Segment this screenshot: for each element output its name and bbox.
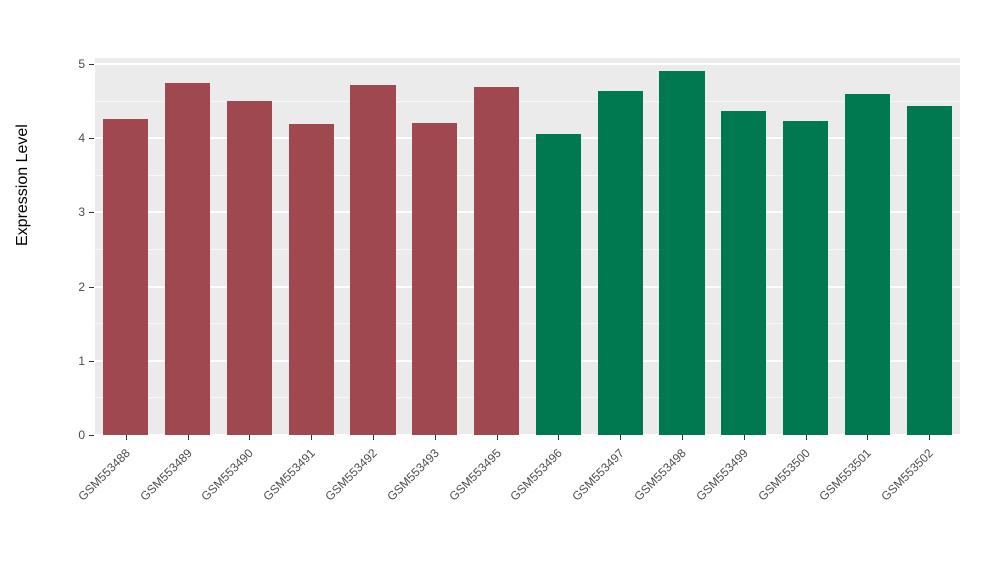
y-tick-label: 0	[78, 428, 85, 442]
x-tick-label: GSM553488	[75, 446, 133, 504]
bar-GSM553502	[906, 105, 952, 435]
bar-GSM553493	[412, 123, 458, 435]
x-tick-mark	[620, 435, 622, 440]
x-tick-mark	[187, 435, 189, 440]
bar-GSM553488	[103, 118, 149, 435]
x-tick-mark	[867, 435, 869, 440]
y-tick-mark	[89, 138, 94, 140]
gridline-major	[95, 359, 960, 362]
bar-GSM553501	[844, 93, 890, 435]
y-tick-mark	[89, 286, 94, 288]
gridline-major	[95, 137, 960, 140]
bar-GSM553490	[226, 101, 272, 435]
bar-GSM553500	[782, 121, 829, 435]
gridline-minor	[95, 323, 960, 325]
x-tick-mark	[373, 435, 375, 440]
gridline-minor	[95, 174, 960, 176]
y-tick-label: 3	[78, 205, 85, 220]
x-tick-mark	[929, 435, 931, 440]
y-tick-mark	[89, 360, 94, 362]
y-axis-title: Expression Level	[14, 124, 31, 246]
x-tick-mark	[434, 435, 436, 440]
x-tick-mark	[805, 435, 807, 440]
x-tick-mark	[681, 435, 683, 440]
bar-GSM553489	[165, 82, 211, 435]
bar-GSM553499	[721, 110, 767, 435]
x-tick-mark	[496, 435, 498, 440]
y-tick-label: 2	[78, 279, 85, 294]
bar-GSM553497	[597, 90, 643, 435]
x-tick-mark	[743, 435, 745, 440]
gridline-minor	[95, 248, 960, 250]
y-tick-label: 1	[78, 353, 85, 368]
y-tick-mark	[89, 212, 94, 214]
bar-GSM553491	[288, 124, 334, 435]
y-tick-mark	[89, 435, 94, 436]
x-tick-mark	[249, 435, 251, 440]
plot-panel	[95, 58, 960, 436]
bar-GSM553498	[659, 71, 705, 435]
x-tick-mark	[311, 435, 313, 440]
bar-GSM553495	[474, 86, 520, 435]
gridline-major	[95, 211, 960, 214]
y-tick-label: 4	[78, 131, 85, 146]
gridline-major	[95, 62, 960, 65]
x-tick-mark	[558, 435, 560, 440]
y-tick-label: 5	[78, 56, 85, 71]
x-tick-mark	[125, 435, 127, 440]
gridline-minor	[95, 397, 960, 399]
gridline-minor	[95, 100, 960, 102]
bar-GSM553492	[350, 85, 396, 435]
y-tick-mark	[89, 63, 94, 65]
bar-GSM553496	[535, 134, 581, 435]
gridline-major	[95, 285, 960, 288]
gridline-major	[95, 434, 960, 436]
